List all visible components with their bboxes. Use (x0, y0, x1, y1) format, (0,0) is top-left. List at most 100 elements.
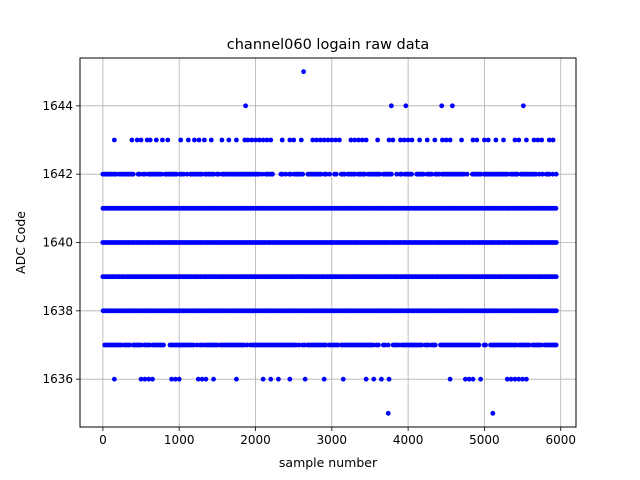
data-point (426, 342, 431, 348)
data-point (553, 205, 559, 211)
data-point (111, 137, 117, 143)
data-point (526, 342, 532, 348)
data-point (409, 137, 415, 143)
data-point (379, 376, 384, 382)
data-point (363, 376, 369, 382)
data-point (388, 103, 394, 109)
y-axis-label: ADC Code (13, 211, 28, 274)
data-point (546, 137, 552, 143)
data-point (356, 137, 361, 143)
data-point (515, 171, 520, 177)
data-point (342, 171, 348, 177)
data-point (169, 376, 174, 382)
data-point (159, 171, 165, 177)
data-point (127, 342, 132, 348)
data-point (327, 171, 333, 177)
data-point (474, 137, 480, 143)
data-point (279, 137, 285, 143)
data-point (399, 171, 404, 177)
data-point (165, 137, 171, 143)
data-point (429, 171, 435, 177)
data-point (466, 376, 472, 382)
data-point (219, 137, 225, 143)
data-point (539, 137, 545, 143)
data-point (382, 342, 388, 348)
data-point (321, 137, 327, 143)
data-point (447, 376, 453, 382)
data-point (298, 137, 304, 143)
data-point (241, 342, 247, 348)
data-point (300, 171, 306, 177)
data-point (340, 376, 346, 382)
data-point (323, 171, 329, 177)
x-tick-label: 5000 (469, 433, 500, 447)
data-point (196, 137, 202, 143)
data-point (301, 342, 307, 348)
data-point (432, 137, 438, 143)
data-point (348, 137, 354, 143)
data-point (176, 376, 182, 382)
data-point (524, 376, 529, 382)
data-point (244, 342, 250, 348)
data-point (291, 137, 297, 143)
data-point (138, 376, 144, 382)
data-point (553, 308, 559, 314)
data-point (462, 376, 468, 382)
data-point (531, 137, 537, 143)
data-point (245, 137, 251, 143)
data-point (424, 137, 430, 143)
data-point (470, 137, 476, 143)
data-point (520, 376, 525, 382)
data-point (184, 171, 190, 177)
data-point (199, 376, 205, 382)
data-point (302, 376, 308, 382)
data-point (329, 137, 335, 143)
data-point (417, 137, 422, 143)
data-point (512, 137, 518, 143)
data-point (385, 342, 391, 348)
data-point (325, 137, 331, 143)
data-point (490, 410, 496, 416)
y-tick-label: 1640 (42, 236, 73, 250)
data-point (508, 376, 514, 382)
data-point (317, 137, 323, 143)
data-point (203, 376, 209, 382)
data-point (386, 376, 392, 382)
data-point (470, 376, 476, 382)
data-point (160, 137, 165, 143)
data-point (226, 137, 232, 143)
data-point (201, 137, 207, 143)
data-point (439, 103, 445, 109)
data-points (100, 69, 559, 416)
data-point (482, 137, 487, 143)
data-point (375, 137, 380, 143)
data-point (520, 103, 526, 109)
y-tick-label: 1636 (42, 372, 73, 386)
data-point (547, 171, 552, 177)
x-tick-label: 3000 (317, 433, 348, 447)
data-point (385, 410, 391, 416)
data-point (142, 376, 148, 382)
data-point (478, 376, 484, 382)
data-point (390, 137, 396, 143)
data-point (268, 137, 274, 143)
data-point (296, 342, 302, 348)
x-tick-label: 1000 (164, 433, 195, 447)
y-tick-label: 1638 (42, 304, 73, 318)
data-point (268, 376, 274, 382)
data-point (389, 171, 394, 177)
data-point (553, 171, 559, 177)
data-point (243, 103, 248, 109)
data-point (195, 376, 201, 382)
data-point (535, 137, 541, 143)
data-point (371, 376, 377, 382)
data-point (440, 137, 445, 143)
data-point (216, 171, 222, 177)
data-point (264, 137, 270, 143)
data-point (512, 376, 518, 382)
data-point (501, 137, 506, 143)
data-point (335, 342, 341, 348)
data-point (249, 137, 255, 143)
data-point (550, 137, 556, 143)
data-point (485, 137, 491, 143)
